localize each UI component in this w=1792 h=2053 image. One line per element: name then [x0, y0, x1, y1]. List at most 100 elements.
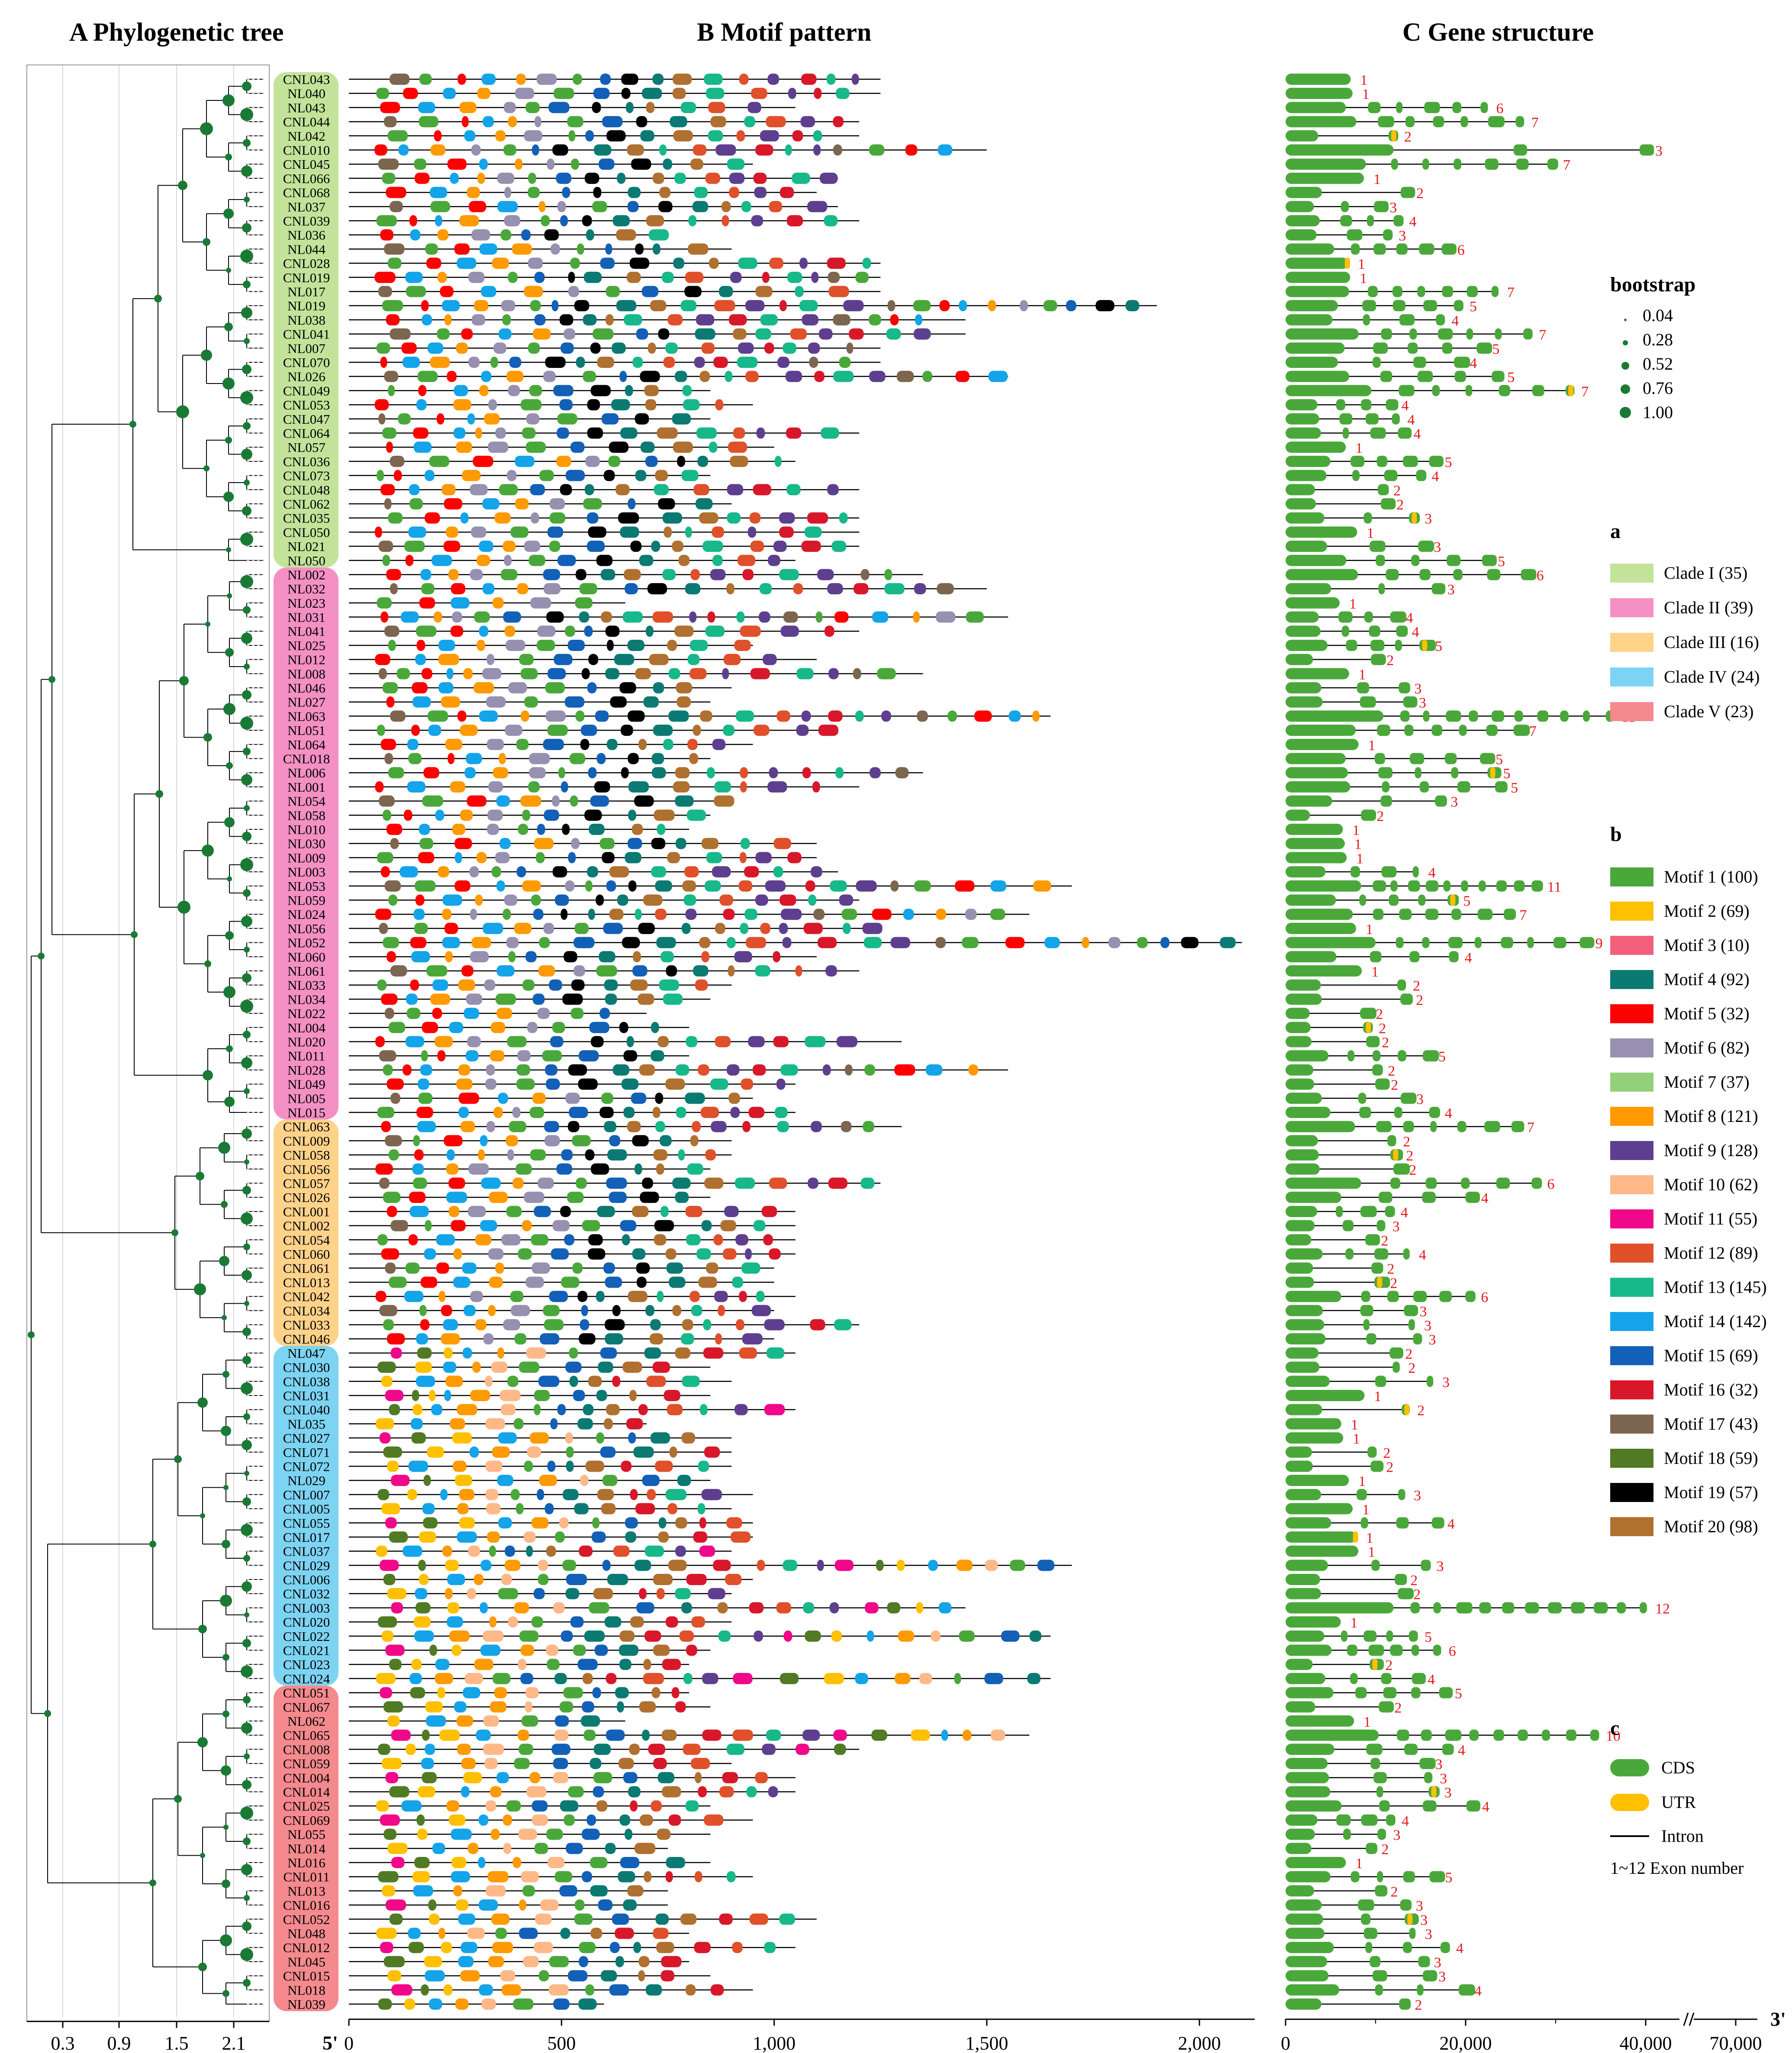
motif-box: [577, 1291, 587, 1302]
motif-box: [546, 1644, 558, 1656]
cds-exon: [1419, 639, 1436, 651]
motif-box: [589, 1602, 609, 1614]
motif-box: [832, 541, 846, 552]
motif-box: [636, 116, 648, 128]
motif-box: [480, 1560, 492, 1571]
motif-box: [406, 1744, 416, 1755]
cds-exon: [1286, 696, 1323, 708]
motif-box: [601, 1093, 613, 1104]
cds-exon: [1390, 880, 1398, 892]
cds-exon: [1363, 1319, 1370, 1331]
motif-box: [437, 271, 447, 283]
motif-box: [525, 442, 546, 453]
motif-box: [401, 611, 419, 623]
motif-box: [629, 1744, 640, 1755]
motif-box: [675, 1347, 690, 1359]
motif-box: [631, 158, 651, 170]
cds-exon: [1381, 498, 1396, 509]
exon-count-label: 4: [1470, 355, 1477, 371]
motif-box: [729, 172, 745, 184]
gene-label: CNL029: [283, 1558, 330, 1573]
cds-exon: [1398, 1588, 1414, 1599]
motif-box: [570, 258, 580, 269]
motif-box: [652, 172, 664, 184]
bootstrap-node: [224, 817, 235, 828]
motif-box: [447, 1574, 465, 1586]
gene-label: CNL048: [283, 482, 330, 497]
motif-box: [749, 512, 761, 524]
motif-box: [733, 427, 745, 439]
motif-label: Motif 2 (69): [1664, 901, 1750, 921]
cds-exon: [1419, 1758, 1436, 1769]
motif-box: [551, 1248, 569, 1260]
motif-box: [643, 894, 663, 906]
motif-box: [606, 1729, 625, 1741]
motif-box: [870, 767, 881, 779]
motif-box: [1137, 937, 1148, 948]
motif-box: [406, 993, 418, 1005]
motif-box: [653, 682, 664, 694]
motif-box: [464, 1008, 479, 1019]
motif-box: [677, 1475, 691, 1486]
cds-exon: [1452, 102, 1462, 113]
motif-box: [380, 738, 396, 750]
motif-box: [627, 144, 644, 156]
exon-count-label: 1: [1350, 1615, 1358, 1631]
motif-box: [689, 753, 698, 764]
cds-exon: [1286, 654, 1313, 665]
cds-exon: [1341, 201, 1349, 213]
panel-c-title: C Gene structure: [1402, 18, 1594, 46]
motif-box: [663, 993, 683, 1005]
motif-box: [777, 356, 790, 368]
bootstrap-node: [242, 1356, 251, 1365]
motif-box: [665, 342, 678, 354]
motif-box: [422, 1772, 437, 1783]
motif-box: [651, 866, 666, 878]
motif-box: [443, 1319, 458, 1331]
motif-box: [557, 1404, 566, 1415]
motif-box: [569, 1347, 578, 1359]
motif-box: [704, 1446, 720, 1458]
motif-box: [437, 229, 449, 241]
motif-box: [504, 625, 516, 637]
motif-box: [605, 1333, 623, 1345]
cds-exon: [1358, 1093, 1367, 1104]
motif-box: [573, 1389, 585, 1401]
cds-exon: [1340, 215, 1352, 226]
motif-box: [521, 229, 531, 241]
motif-box: [698, 1786, 707, 1798]
motif-box: [600, 1970, 617, 1982]
motif-box: [638, 738, 647, 750]
motif-box: [433, 611, 442, 623]
bootstrap-node: [243, 1413, 250, 1421]
exon-count-label: 5: [1495, 752, 1503, 768]
motif-box: [439, 1729, 460, 1741]
motif-box: [696, 1248, 711, 1260]
motif-box: [551, 300, 559, 312]
exon-count-label: 7: [1519, 907, 1527, 923]
motif-box: [436, 413, 445, 425]
gene-label: CNL015: [283, 1969, 330, 1984]
motif-box: [462, 470, 481, 481]
motif-box: [468, 1205, 486, 1217]
motif-box: [627, 201, 639, 213]
motif-box: [748, 102, 761, 113]
clade-legend-item: Clade IV (24): [1610, 667, 1760, 687]
motif-box: [686, 1644, 697, 1656]
motif-box: [493, 1106, 503, 1118]
motif-box: [441, 1942, 452, 1953]
motif-box: [411, 951, 430, 963]
cds-exon: [1286, 512, 1325, 524]
motif-box: [643, 696, 659, 708]
cds-exon: [1449, 951, 1459, 963]
motif-legend-item: Motif 11 (55): [1610, 1209, 1757, 1229]
motif-box: [668, 710, 689, 722]
gene-label: CNL028: [283, 256, 330, 271]
motif-box: [389, 1659, 402, 1670]
motif-box: [640, 130, 654, 142]
motif-box: [801, 541, 821, 552]
gene-label: CNL020: [283, 1615, 330, 1630]
motif-box: [375, 654, 390, 665]
cds-exon: [1374, 753, 1385, 764]
motif-box: [590, 1885, 608, 1897]
